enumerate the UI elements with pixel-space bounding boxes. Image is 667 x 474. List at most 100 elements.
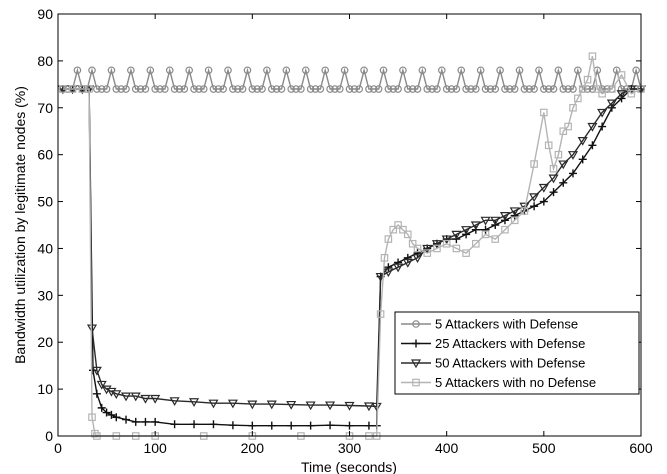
data-point — [394, 221, 402, 229]
data-point — [462, 249, 470, 257]
data-point — [617, 85, 626, 93]
data-point — [617, 71, 626, 79]
data-point — [451, 230, 462, 240]
data-point — [267, 421, 276, 430]
data-point — [287, 85, 296, 93]
data-point — [219, 85, 227, 93]
data-point — [326, 421, 335, 430]
legend-entry: 25 Attackers with Defense — [401, 336, 585, 351]
data-point — [593, 85, 602, 93]
data-point — [447, 85, 456, 93]
data-point — [433, 244, 441, 253]
data-point — [365, 85, 373, 93]
data-point — [326, 85, 334, 93]
legend-entry: 5 Attackers with no Defense — [401, 375, 596, 390]
data-point — [597, 108, 608, 118]
legend-marker — [412, 378, 420, 387]
data-point — [408, 85, 417, 93]
y-axis-label: Bandwidth utilization by legitimate node… — [12, 86, 28, 364]
data-point — [569, 85, 577, 93]
x-tick-label: 100 — [143, 440, 167, 456]
y-tick-label: 80 — [37, 53, 53, 69]
data-point — [441, 235, 452, 245]
data-point — [539, 197, 548, 206]
data-point — [282, 66, 291, 75]
data-point — [510, 85, 519, 93]
data-point — [486, 85, 495, 93]
data-point — [209, 85, 218, 93]
data-point — [374, 85, 383, 93]
data-point — [91, 429, 99, 438]
data-point — [97, 85, 106, 93]
x-axis-label: Time (seconds) — [301, 459, 397, 474]
data-point — [598, 89, 606, 98]
y-tick-label: 60 — [37, 147, 53, 163]
data-point — [85, 85, 93, 93]
data-point — [389, 225, 398, 234]
data-point — [549, 164, 558, 173]
data-point — [331, 85, 339, 93]
data-point — [530, 160, 538, 168]
data-point — [340, 66, 349, 75]
data-point — [286, 400, 297, 410]
data-point — [156, 85, 164, 93]
data-point — [389, 85, 398, 93]
legend-marker — [412, 339, 420, 348]
data-point — [578, 85, 587, 93]
data-point — [413, 244, 422, 253]
data-point — [243, 66, 252, 75]
data-point — [248, 85, 257, 93]
legend-label: 5 Attackers with no Defense — [435, 375, 596, 390]
data-point — [588, 52, 597, 61]
data-point — [344, 401, 355, 411]
data-point — [520, 207, 529, 215]
data-point — [598, 85, 606, 93]
series-3 — [57, 85, 647, 412]
data-point — [399, 66, 407, 75]
data-point — [88, 66, 96, 75]
data-point — [266, 400, 277, 410]
data-point — [112, 413, 121, 422]
data-point — [506, 85, 514, 93]
legend-label: 25 Attackers with Defense — [435, 336, 585, 351]
data-point — [554, 66, 563, 75]
data-point — [258, 85, 266, 93]
data-point — [476, 66, 485, 75]
data-point — [209, 420, 218, 429]
data-point — [321, 66, 330, 75]
y-tick-label: 10 — [37, 381, 53, 397]
data-point — [297, 85, 305, 93]
legend-marker — [412, 320, 420, 328]
data-point — [161, 85, 169, 93]
data-point — [413, 85, 422, 93]
data-point — [107, 66, 116, 75]
data-point — [277, 85, 286, 93]
data-point — [442, 239, 451, 248]
data-point — [345, 421, 354, 430]
data-point — [364, 421, 373, 430]
data-point — [363, 402, 374, 412]
data-point — [422, 244, 433, 254]
data-point — [127, 66, 135, 75]
data-point — [431, 240, 442, 249]
data-point — [130, 392, 141, 402]
data-point — [369, 85, 378, 93]
data-point — [140, 394, 151, 404]
data-point — [499, 212, 511, 221]
data-point — [68, 85, 77, 93]
data-point — [554, 150, 563, 159]
data-point — [612, 66, 621, 75]
data-point — [549, 85, 558, 93]
data-point — [170, 420, 179, 429]
data-point — [180, 85, 189, 93]
data-point — [92, 389, 101, 398]
data-point — [204, 66, 213, 75]
data-point — [384, 85, 393, 93]
series-layer — [57, 52, 647, 440]
data-point — [253, 85, 261, 93]
x-tick-label: 600 — [629, 440, 653, 456]
data-point — [267, 85, 276, 93]
data-point — [501, 85, 509, 93]
data-point — [462, 85, 470, 93]
data-point — [490, 216, 501, 226]
